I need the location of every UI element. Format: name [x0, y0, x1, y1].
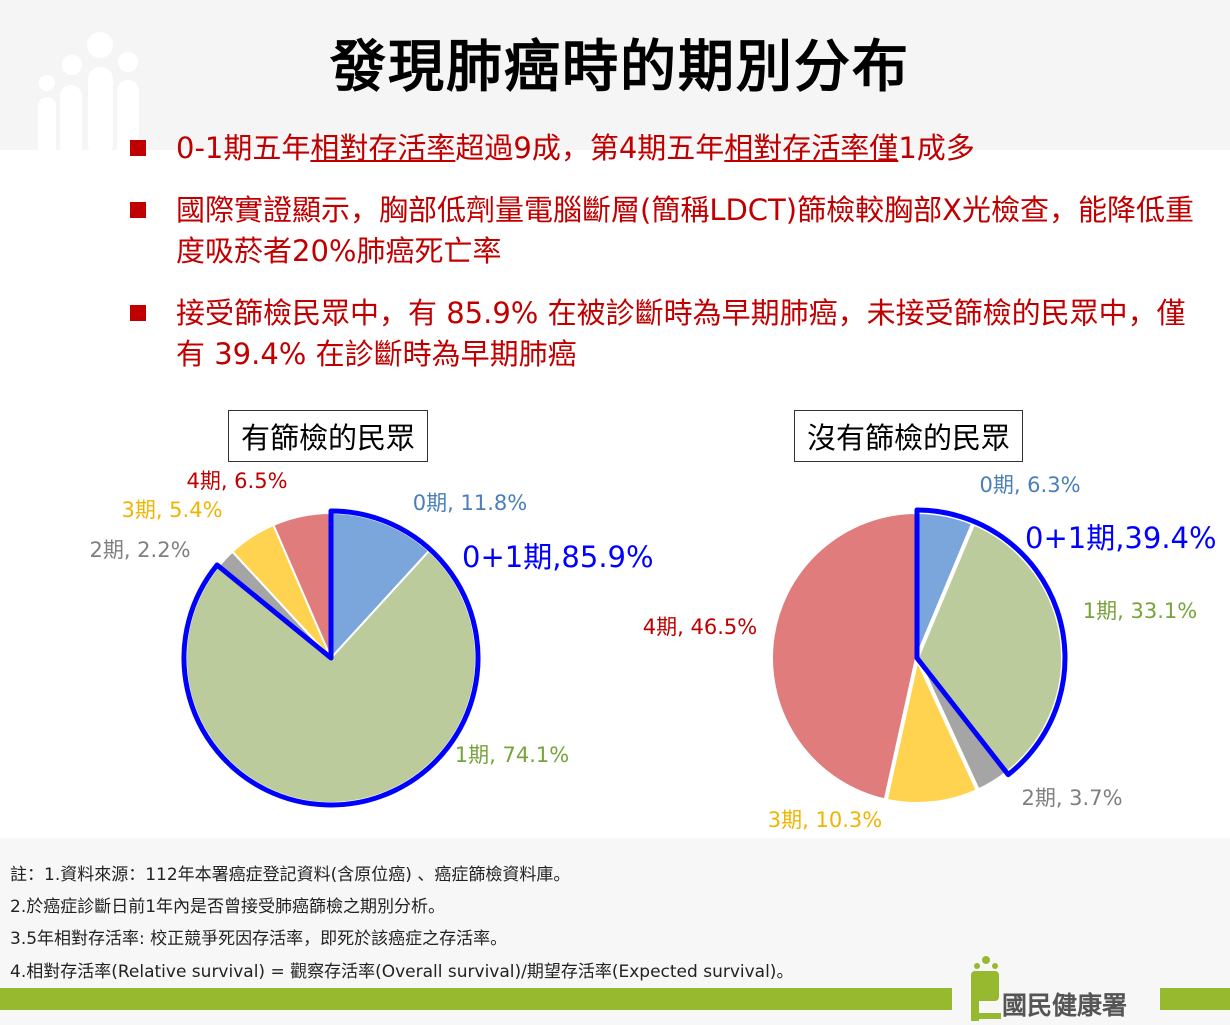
pie-slice-3期	[883, 651, 981, 806]
highlight-label: 0+1期,39.4%	[1025, 521, 1217, 555]
note-2: 2.於癌症診斷日前1年內是否曾接受肺癌篩檢之期別分析。	[10, 897, 446, 917]
footer-green-bar	[0, 988, 952, 1010]
footer-green-bar	[1160, 988, 1230, 1010]
slice-label: 0期, 11.8%	[413, 491, 527, 515]
bullet-text: 接受篩檢民眾中，有 85.9% 在被診斷時為早期肺癌，未接受篩檢的民眾中，僅有 …	[176, 296, 1186, 371]
highlight-outline	[181, 508, 481, 808]
text: 0-1期五年	[176, 131, 311, 165]
highlight-outline	[914, 507, 1068, 778]
slice-label: 0期, 6.3%	[979, 473, 1080, 497]
bullet-square-icon	[130, 202, 146, 218]
slice-label: 1期, 33.1%	[1083, 599, 1197, 623]
chart-title-screened: 有篩檢的民眾	[228, 410, 429, 462]
pie-slice-4期	[769, 509, 919, 803]
text: 超過9成，第4期五年	[455, 131, 725, 165]
note-3: 3.5年相對存活率: 校正競爭死因存活率，即死於該癌症之存活率。	[10, 929, 508, 949]
note-1: 註：1.資料來源：112年本署癌症登記資料(含原位癌) 、癌症篩檢資料庫。	[10, 865, 571, 885]
underlined-term: 相對存活率	[310, 131, 456, 165]
bullet-1: 0-1期五年相對存活率超過9成，第4期五年相對存活率僅1成多	[130, 128, 1206, 169]
slice-label: 3期, 10.3%	[768, 808, 882, 832]
text: 1成多	[898, 131, 975, 165]
hpa-logo-icon	[971, 956, 1001, 1021]
slice-label: 1期, 74.1%	[455, 743, 569, 767]
underlined-term: 相對存活率僅	[724, 131, 899, 165]
header-band	[0, 0, 1230, 150]
note-4: 4.相對存活率(Relative survival) = 觀察存活率(Overa…	[10, 962, 794, 982]
page-title: 發現肺癌時的期別分布	[330, 35, 910, 100]
slice-label: 2期, 2.2%	[89, 538, 190, 562]
bullet-2: 國際實證顯示，胸部低劑量電腦斷層(簡稱LDCT)篩檢較胸部X光檢查，能降低重度吸…	[130, 190, 1206, 272]
slice-label: 4期, 46.5%	[643, 615, 757, 639]
people-decoration-icon	[38, 32, 139, 155]
hpa-logo-text: 國民健康署	[1002, 991, 1128, 1020]
slice-label: 2期, 3.7%	[1021, 786, 1122, 810]
bullet-3: 接受篩檢民眾中，有 85.9% 在被診斷時為早期肺癌，未接受篩檢的民眾中，僅有 …	[130, 293, 1206, 375]
bullet-square-icon	[130, 140, 146, 156]
chart-title-unscreened: 沒有篩檢的民眾	[794, 410, 1024, 462]
bullet-square-icon	[130, 305, 146, 321]
slice-label: 3期, 5.4%	[121, 498, 222, 522]
slice-label: 4期, 6.5%	[186, 469, 287, 493]
highlight-label: 0+1期,85.9%	[462, 540, 654, 574]
bullet-text: 國際實證顯示，胸部低劑量電腦斷層(簡稱LDCT)篩檢較胸部X光檢查，能降低重度吸…	[176, 193, 1194, 268]
